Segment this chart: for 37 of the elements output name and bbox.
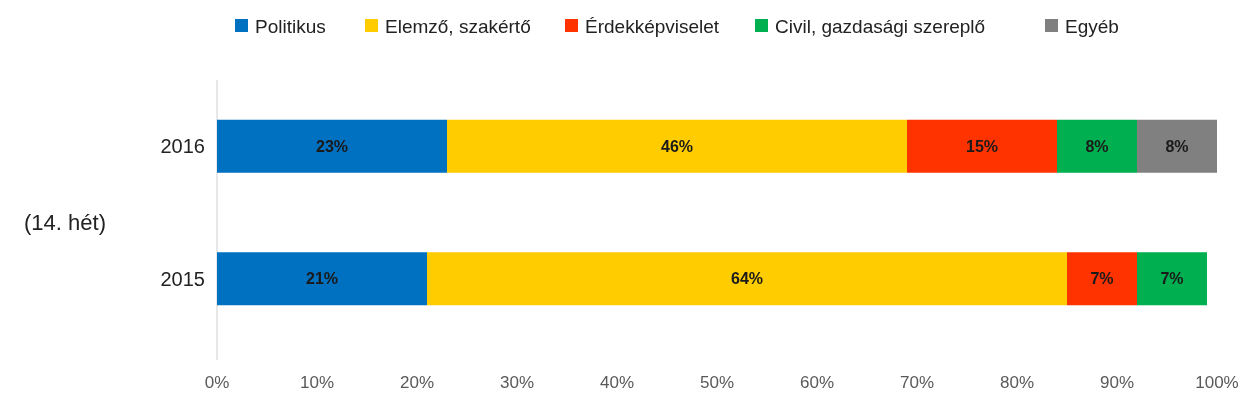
data-label: 8% — [1085, 137, 1109, 155]
data-label: 46% — [660, 137, 694, 155]
y-tick-label: 2016 — [160, 135, 205, 158]
legend-label: Elemző, szakértő — [385, 15, 531, 37]
legend-label: Civil, gazdasági szereplő — [775, 15, 986, 37]
y-tick-label: 2015 — [160, 267, 205, 290]
bar — [447, 119, 907, 173]
legend-label: Egyéb — [1065, 15, 1119, 37]
bar — [1137, 119, 1217, 173]
x-tick-label: 70% — [899, 373, 935, 392]
bar — [1057, 119, 1137, 173]
legend-label: Érdekképviselet — [585, 15, 720, 37]
bar — [1137, 252, 1207, 306]
x-tick-label: 40% — [599, 373, 635, 392]
bar — [1067, 252, 1137, 306]
x-tick-label: 0% — [204, 373, 230, 392]
bar — [217, 119, 447, 173]
bar — [907, 119, 1057, 173]
data-label: 64% — [730, 270, 764, 288]
x-tick-label: 20% — [399, 373, 435, 392]
x-tick-label: 10% — [299, 373, 335, 392]
x-tick-label: 80% — [999, 373, 1035, 392]
x-tick-label: 30% — [499, 373, 535, 392]
x-tick-label: 50% — [699, 373, 735, 392]
x-tick-label: 90% — [1099, 373, 1135, 392]
data-label: 8% — [1165, 137, 1189, 155]
bar — [427, 252, 1067, 306]
data-label: 23% — [315, 137, 349, 155]
data-label: 7% — [1090, 270, 1114, 288]
legend-label: Politikus — [255, 15, 326, 37]
bar — [217, 252, 427, 306]
data-label: 15% — [965, 137, 999, 155]
x-tick-label: 100% — [1195, 373, 1239, 392]
y-axis-title: (14. hét) — [24, 209, 106, 235]
data-label: 21% — [305, 270, 339, 288]
data-label: 7% — [1160, 270, 1184, 288]
x-tick-label: 60% — [799, 373, 835, 392]
